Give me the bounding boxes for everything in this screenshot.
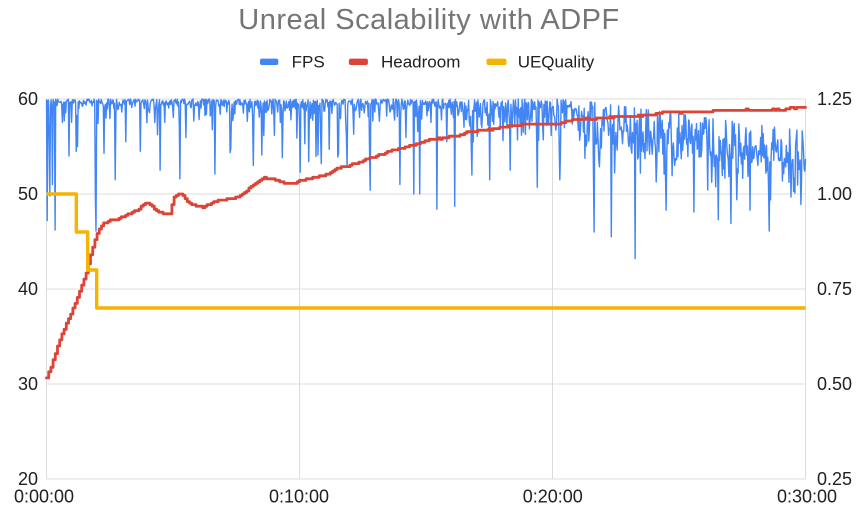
svg-text:0:10:00: 0:10:00 (269, 487, 329, 507)
svg-text:1.25: 1.25 (817, 89, 852, 109)
svg-text:0.25: 0.25 (817, 469, 852, 489)
svg-text:60: 60 (18, 89, 38, 109)
svg-text:0.75: 0.75 (817, 279, 852, 299)
svg-text:0.50: 0.50 (817, 374, 852, 394)
svg-text:40: 40 (18, 279, 38, 299)
svg-text:20: 20 (18, 469, 38, 489)
svg-text:Unreal Scalability with ADPF: Unreal Scalability with ADPF (238, 4, 619, 36)
svg-text:FPS: FPS (292, 52, 325, 71)
svg-text:30: 30 (18, 374, 38, 394)
svg-text:0:30:00: 0:30:00 (777, 487, 837, 507)
svg-text:0:00:00: 0:00:00 (14, 487, 74, 507)
svg-text:Headroom: Headroom (381, 52, 460, 71)
svg-text:50: 50 (18, 184, 38, 204)
svg-text:UEQuality: UEQuality (518, 52, 595, 71)
svg-text:0:20:00: 0:20:00 (523, 487, 583, 507)
svg-text:1.00: 1.00 (817, 184, 852, 204)
